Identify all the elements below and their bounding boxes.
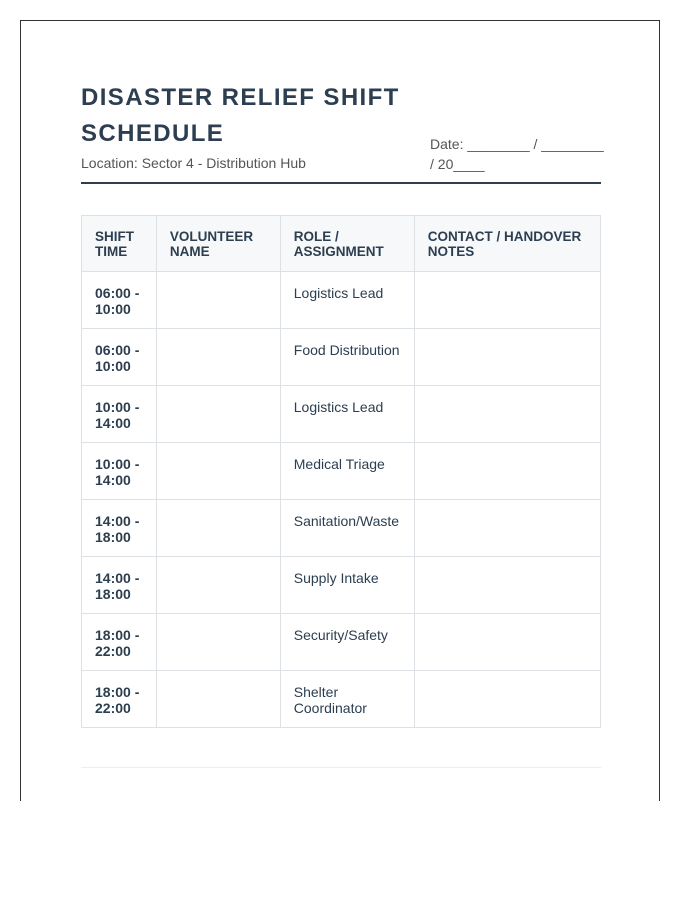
table-row: 18:00 - 22:00 Shelter Coordinator <box>81 670 602 728</box>
volunteer-name-cell[interactable] <box>155 670 281 728</box>
shift-time-cell: 06:00 - 10:00 <box>81 328 157 386</box>
shift-time-cell: 18:00 - 22:00 <box>81 613 157 671</box>
volunteer-name-cell[interactable] <box>155 556 281 614</box>
volunteer-name-cell[interactable] <box>155 499 281 557</box>
column-header-volunteer-name: VOLUNTEER NAME <box>155 215 281 272</box>
shift-time-cell: 10:00 - 14:00 <box>81 442 157 500</box>
document-page <box>20 20 660 801</box>
shift-schedule-table: SHIFT TIME VOLUNTEER NAME ROLE / ASSIGNM… <box>81 215 602 728</box>
table-row: 06:00 - 10:00 Logistics Lead <box>81 271 602 329</box>
column-header-role: ROLE / ASSIGNMENT <box>279 215 415 272</box>
table-row: 14:00 - 18:00 Supply Intake <box>81 556 602 614</box>
shift-time-cell: 18:00 - 22:00 <box>81 670 157 728</box>
role-cell: Supply Intake <box>279 556 415 614</box>
location-text: Location: Sector 4 - Distribution Hub <box>81 155 306 171</box>
notes-cell[interactable] <box>413 385 602 443</box>
header-divider <box>81 182 601 184</box>
table-row: 10:00 - 14:00 Medical Triage <box>81 442 602 500</box>
shift-time-cell: 10:00 - 14:00 <box>81 385 157 443</box>
shift-time-cell: 06:00 - 10:00 <box>81 271 157 329</box>
table-row: 14:00 - 18:00 Sanitation/Waste <box>81 499 602 557</box>
notes-cell[interactable] <box>413 499 602 557</box>
shift-time-cell: 14:00 - 18:00 <box>81 499 157 557</box>
notes-cell[interactable] <box>413 613 602 671</box>
table-row: 18:00 - 22:00 Security/Safety <box>81 613 602 671</box>
notes-cell[interactable] <box>413 670 602 728</box>
column-header-notes: CONTACT / HANDOVER NOTES <box>413 215 602 272</box>
role-cell: Shelter Coordinator <box>279 670 415 728</box>
role-cell: Security/Safety <box>279 613 415 671</box>
role-cell: Logistics Lead <box>279 385 415 443</box>
volunteer-name-cell[interactable] <box>155 613 281 671</box>
shift-time-cell: 14:00 - 18:00 <box>81 556 157 614</box>
role-cell: Logistics Lead <box>279 271 415 329</box>
column-header-shift-time: SHIFT TIME <box>81 215 157 272</box>
notes-cell[interactable] <box>413 442 602 500</box>
role-cell: Medical Triage <box>279 442 415 500</box>
volunteer-name-cell[interactable] <box>155 271 281 329</box>
table-row: 10:00 - 14:00 Logistics Lead <box>81 385 602 443</box>
role-cell: Food Distribution <box>279 328 415 386</box>
table-header-row: SHIFT TIME VOLUNTEER NAME ROLE / ASSIGNM… <box>81 215 602 272</box>
footer-divider <box>81 767 601 768</box>
volunteer-name-cell[interactable] <box>155 442 281 500</box>
role-cell: Sanitation/Waste <box>279 499 415 557</box>
volunteer-name-cell[interactable] <box>155 328 281 386</box>
table-row: 06:00 - 10:00 Food Distribution <box>81 328 602 386</box>
notes-cell[interactable] <box>413 556 602 614</box>
date-field: Date: ________ / ________ / 20____ <box>430 136 604 172</box>
page-title: DISASTER RELIEF SHIFT SCHEDULE <box>81 84 400 147</box>
notes-cell[interactable] <box>413 271 602 329</box>
volunteer-name-cell[interactable] <box>155 385 281 443</box>
notes-cell[interactable] <box>413 328 602 386</box>
